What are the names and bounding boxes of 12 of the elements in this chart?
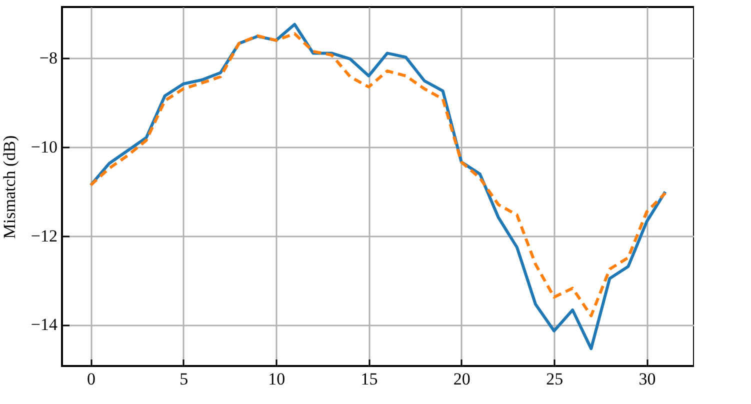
- y-tick-label: −14: [30, 315, 58, 334]
- x-tick-label: 0: [86, 370, 96, 388]
- y-axis-title: Mismatch (dB): [0, 135, 19, 239]
- x-tick-label: 20: [453, 370, 470, 388]
- x-tick-label: 5: [180, 370, 188, 388]
- y-tick-label: −12: [30, 226, 58, 246]
- x-tick-label: 10: [268, 370, 286, 388]
- x-tick-label: 30: [638, 370, 656, 388]
- x-tick-label: 15: [360, 370, 378, 388]
- y-tick-label: −8: [39, 48, 58, 68]
- y-tick-label: −10: [30, 137, 58, 156]
- x-tick-label: 25: [546, 370, 564, 388]
